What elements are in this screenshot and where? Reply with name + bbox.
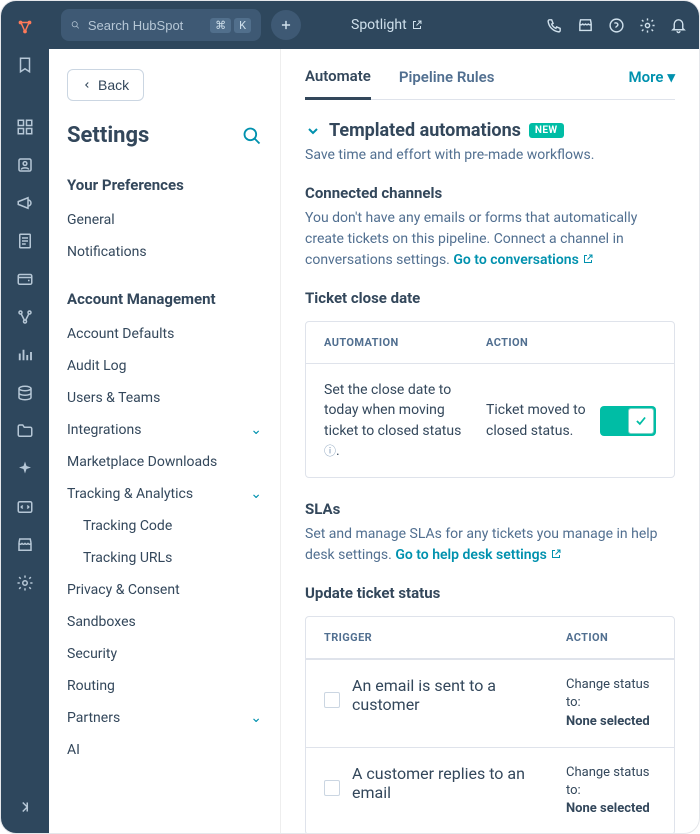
nav-audit-log[interactable]: Audit Log [67, 350, 262, 382]
nav-tracking-analytics[interactable]: Tracking & Analytics⌄ [67, 478, 262, 510]
channels-heading: Connected channels [305, 184, 675, 202]
global-search[interactable]: ⌘K [61, 9, 261, 41]
collapse-rail-icon[interactable] [9, 791, 41, 823]
page-title: Settings [67, 123, 149, 148]
caret-down-icon: ▾ [667, 68, 675, 86]
tab-more[interactable]: More▾ [629, 68, 675, 98]
chart-icon[interactable] [9, 339, 41, 371]
kbd-hint: ⌘K [210, 18, 251, 33]
go-to-help-desk-link[interactable]: Go to help desk settings [395, 547, 562, 563]
trigger-row: A customer replies to an email Change st… [306, 747, 674, 833]
nav-partners[interactable]: Partners⌄ [67, 702, 262, 734]
col-trigger: TRIGGER [324, 631, 566, 644]
close-date-toggle[interactable] [600, 406, 656, 436]
nav-privacy-consent[interactable]: Privacy & Consent [67, 574, 262, 606]
check-icon [634, 414, 648, 428]
sparkle-icon[interactable] [9, 453, 41, 485]
chevron-down-icon: ⌄ [250, 422, 262, 438]
settings-sidebar: Back Settings Your Preferences General N… [49, 49, 281, 833]
slas-heading: SLAs [305, 500, 675, 518]
topbar: ⌘K Spotlight [49, 1, 699, 49]
trigger-checkbox[interactable] [324, 780, 340, 796]
nav-ai[interactable]: AI [67, 734, 262, 766]
nav-integrations[interactable]: Integrations⌄ [67, 414, 262, 446]
trigger-text: An email is sent to a customer [352, 676, 566, 714]
dataflow-icon[interactable] [9, 301, 41, 333]
add-button[interactable] [271, 10, 301, 40]
nav-tracking-code[interactable]: Tracking Code [67, 510, 262, 542]
gear-icon[interactable] [639, 17, 656, 34]
trigger-checkbox[interactable] [324, 692, 340, 708]
action-text: Ticket moved to closed status. [486, 400, 586, 441]
acct-section-label: Account Management [67, 290, 262, 308]
bookmark-icon[interactable] [9, 49, 41, 81]
trigger-text: A customer replies to an email [352, 764, 566, 802]
trigger-row: An email is sent to a customer Change st… [306, 659, 674, 747]
templated-desc: Save time and effort with pre-made workf… [305, 145, 675, 166]
code-icon[interactable] [9, 491, 41, 523]
new-badge: NEW [529, 123, 564, 138]
document-icon[interactable] [9, 225, 41, 257]
chevron-down-icon: ⌄ [250, 710, 262, 726]
bell-icon[interactable] [670, 17, 687, 34]
phone-icon[interactable] [546, 17, 563, 34]
chevron-down-icon: ⌄ [250, 486, 262, 502]
store-icon[interactable] [9, 529, 41, 561]
nav-notifications[interactable]: Notifications [67, 236, 262, 268]
pref-section-label: Your Preferences [67, 176, 262, 194]
close-date-card: AUTOMATION ACTION Set the close date to … [305, 321, 675, 478]
marketplace-icon[interactable] [577, 17, 594, 34]
nav-marketplace-downloads[interactable]: Marketplace Downloads [67, 446, 262, 478]
tab-pipeline-rules[interactable]: Pipeline Rules [399, 68, 495, 98]
external-icon [582, 253, 594, 265]
megaphone-icon[interactable] [9, 187, 41, 219]
info-icon[interactable]: ⓘ [324, 444, 336, 458]
back-button[interactable]: Back [67, 69, 144, 101]
chevron-left-icon [82, 80, 92, 90]
search-icon [71, 18, 80, 32]
update-status-card: TRIGGER ACTION An email is sent to a cus… [305, 616, 675, 833]
spotlight-link[interactable]: Spotlight [351, 17, 423, 33]
search-input[interactable] [88, 18, 202, 33]
col-automation: AUTOMATION [324, 336, 486, 349]
update-status-heading: Update ticket status [305, 584, 675, 602]
action-status: Change status to:None selected [566, 676, 656, 731]
contact-icon[interactable] [9, 149, 41, 181]
nav-rail [1, 1, 49, 833]
nav-users-teams[interactable]: Users & Teams [67, 382, 262, 414]
nav-general[interactable]: General [67, 204, 262, 236]
close-date-heading: Ticket close date [305, 289, 675, 307]
search-settings-icon[interactable] [242, 126, 262, 146]
col-action2: ACTION [566, 631, 656, 644]
gear-rail-icon[interactable] [9, 567, 41, 599]
external-icon [411, 19, 423, 31]
templated-automations-header[interactable]: Templated automations NEW [305, 120, 675, 141]
logo-icon[interactable] [9, 11, 41, 43]
tab-automate[interactable]: Automate [305, 67, 371, 100]
nav-routing[interactable]: Routing [67, 670, 262, 702]
nav-sandboxes[interactable]: Sandboxes [67, 606, 262, 638]
content-area: Automate Pipeline Rules More▾ Templated … [281, 49, 699, 833]
folder-icon[interactable] [9, 415, 41, 447]
nav-security[interactable]: Security [67, 638, 262, 670]
external-icon [550, 548, 562, 560]
automation-text: Set the close date to today when moving … [324, 380, 486, 461]
action-status: Change status to:None selected [566, 764, 656, 819]
col-action: ACTION [486, 336, 586, 349]
channels-desc: You don't have any emails or forms that … [305, 208, 675, 271]
database-icon[interactable] [9, 377, 41, 409]
nav-tracking-urls[interactable]: Tracking URLs [67, 542, 262, 574]
tabs: Automate Pipeline Rules More▾ [305, 67, 675, 100]
slas-desc: Set and manage SLAs for any tickets you … [305, 524, 675, 566]
nav-account-defaults[interactable]: Account Defaults [67, 318, 262, 350]
chevron-down-icon [305, 123, 321, 139]
wallet-icon[interactable] [9, 263, 41, 295]
grid-icon[interactable] [9, 111, 41, 143]
go-to-conversations-link[interactable]: Go to conversations [453, 252, 594, 268]
help-icon[interactable] [608, 17, 625, 34]
